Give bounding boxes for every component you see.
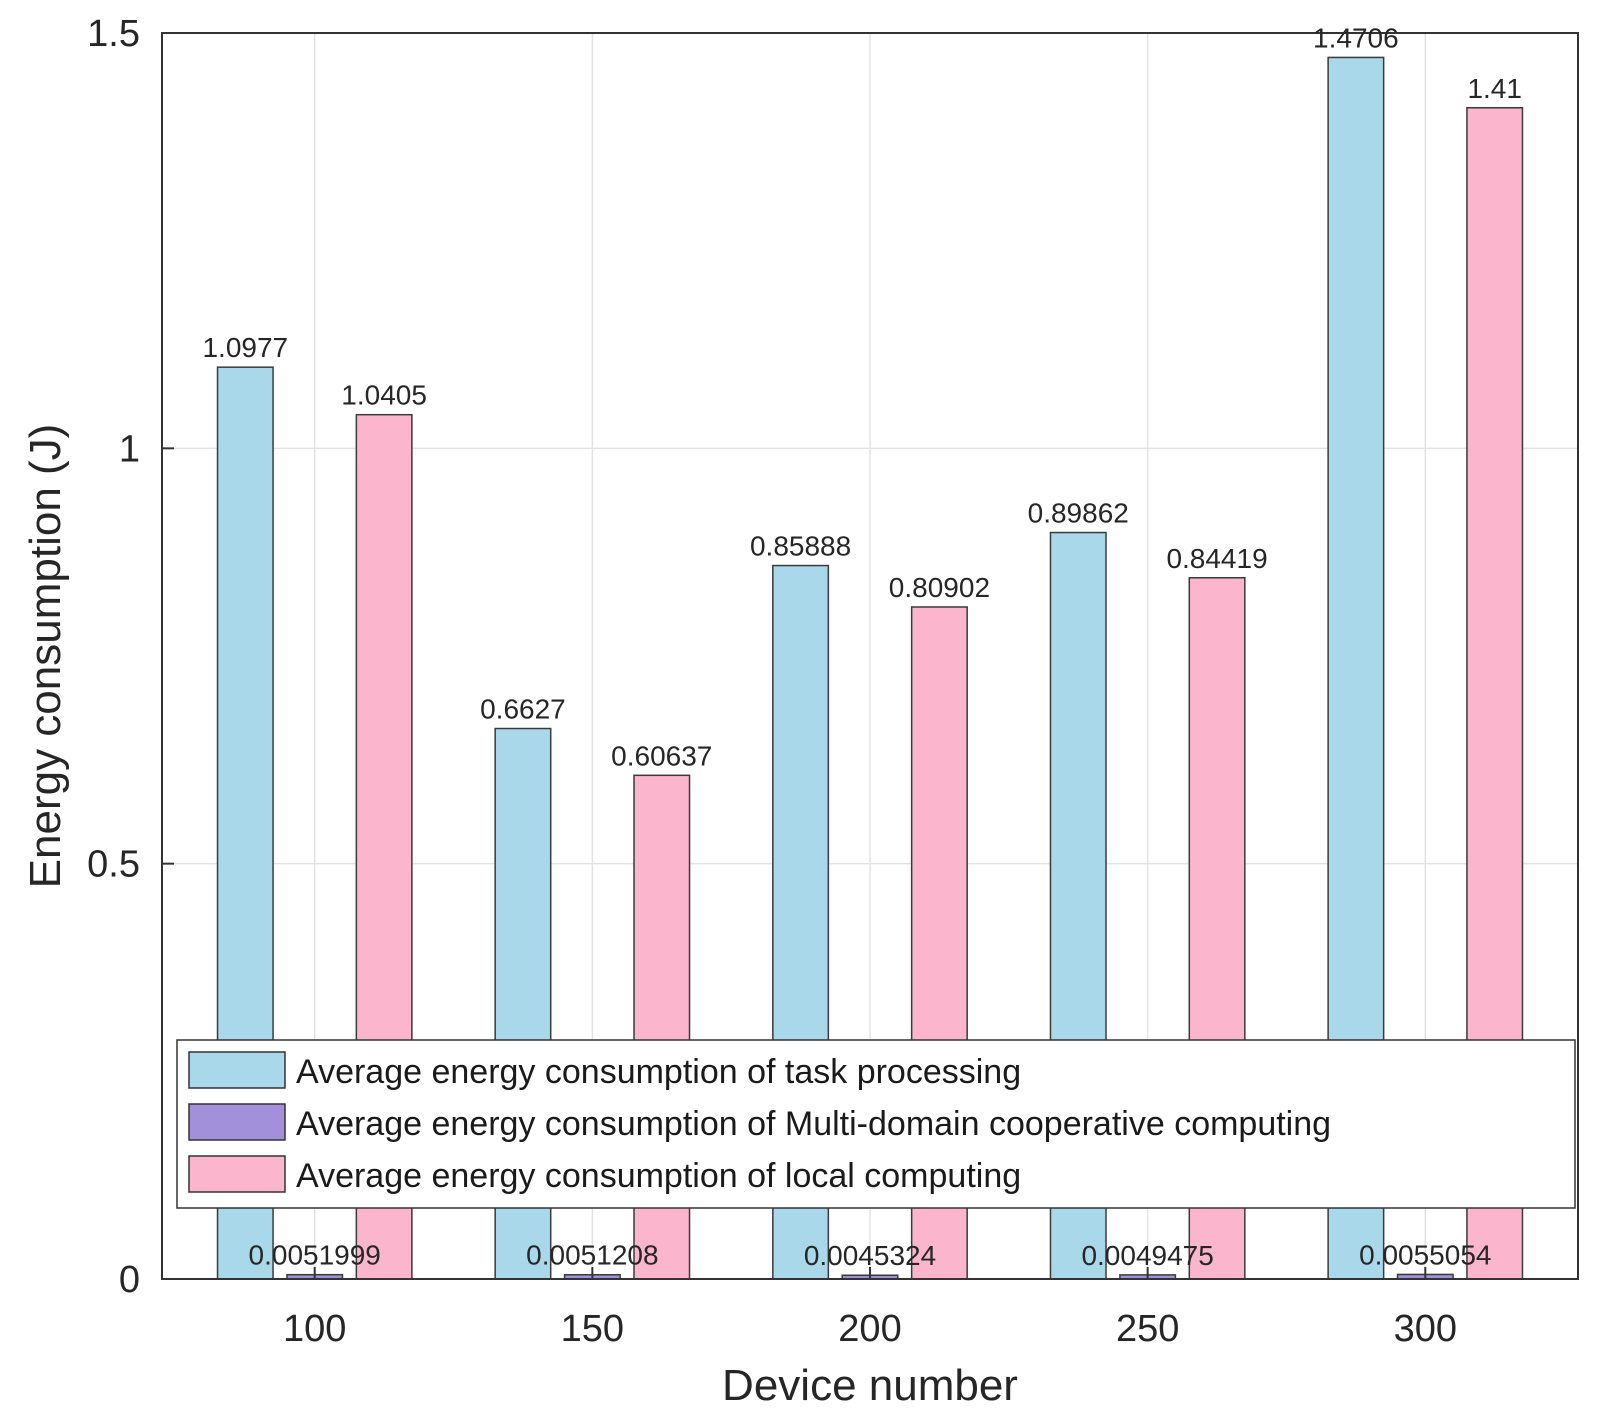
- data-label: 0.85888: [750, 531, 851, 562]
- x-tick-label: 200: [838, 1308, 901, 1350]
- data-label: 0.60637: [611, 740, 712, 771]
- legend-label: Average energy consumption of local comp…: [296, 1157, 1021, 1195]
- y-tick-label: 1.5: [87, 13, 140, 55]
- legend-swatch: [188, 1155, 286, 1193]
- data-labels: 1.0977 0.6627 0.85888 0.89862 1.4706 0.005199…: [202, 22, 1521, 1271]
- data-label: 0.89862: [1028, 498, 1129, 529]
- legend-swatch: [188, 1103, 286, 1141]
- data-label: 0.0051999: [249, 1240, 381, 1271]
- x-tick-label: 150: [561, 1308, 624, 1350]
- data-label: 0.84419: [1166, 543, 1267, 574]
- legend-label: Average energy consumption of Multi-doma…: [296, 1105, 1331, 1143]
- data-label: 1.0405: [341, 380, 427, 411]
- data-label: 1.41: [1467, 73, 1522, 104]
- x-tick-label: 250: [1116, 1308, 1179, 1350]
- axis-ticks: 100 150 200 250 300 0 0.5 1 1.5: [87, 13, 1457, 1350]
- data-label: 0.0049475: [1081, 1240, 1213, 1271]
- x-axis-title: Device number: [722, 1361, 1018, 1410]
- legend: Average energy consumption of task proce…: [176, 1039, 1576, 1209]
- y-axis-title: Energy consumption (J): [21, 424, 70, 889]
- x-tick-label: 300: [1394, 1308, 1457, 1350]
- data-label: 0.6627: [480, 694, 566, 725]
- y-tick-label: 0: [119, 1259, 140, 1301]
- data-label: 0.80902: [889, 572, 990, 603]
- data-label: 1.0977: [202, 332, 288, 363]
- data-label: 1.4706: [1313, 22, 1399, 53]
- data-label: 0.0045324: [804, 1240, 936, 1271]
- legend-label: Average energy consumption of task proce…: [296, 1053, 1021, 1091]
- data-label: 0.0055054: [1359, 1239, 1491, 1270]
- y-tick-label: 1: [119, 428, 140, 470]
- data-label: 0.0051208: [526, 1240, 658, 1271]
- x-tick-label: 100: [283, 1308, 346, 1350]
- legend-swatch: [188, 1051, 286, 1089]
- legend-box: [176, 1039, 1576, 1209]
- y-tick-label: 0.5: [87, 844, 140, 886]
